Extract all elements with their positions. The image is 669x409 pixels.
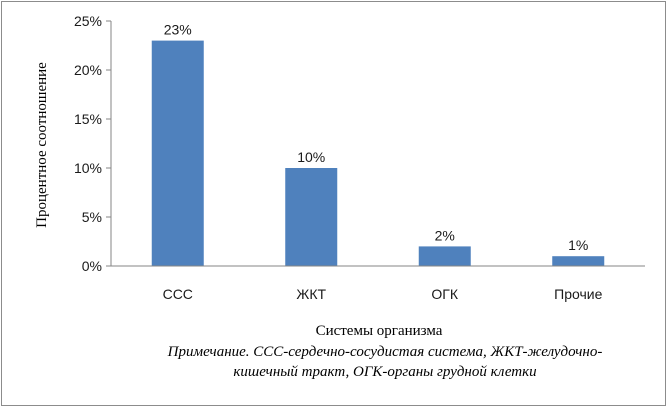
bar	[285, 168, 338, 266]
bars	[151, 40, 605, 266]
category-labels: ССС ЖКТ ОГК Прочие	[163, 286, 603, 302]
data-labels: 23% 10% 2% 1%	[164, 22, 589, 254]
category-label: ОГК	[431, 286, 458, 302]
data-label: 23%	[164, 22, 192, 38]
category-label: ССС	[163, 286, 193, 302]
chart-note: Примечание. ССС-сердечно-сосудистая сист…	[167, 344, 603, 380]
data-label: 10%	[297, 149, 325, 165]
bar	[552, 256, 605, 266]
bar	[418, 246, 471, 266]
data-label: 1%	[568, 237, 588, 253]
y-tick-label: 10%	[74, 160, 102, 176]
category-label: ЖКТ	[296, 286, 326, 302]
bar	[151, 40, 204, 266]
x-axis-title: Системы организма	[316, 323, 443, 339]
y-axis-ticks: 0% 5% 10% 15% 20% 25%	[74, 13, 111, 274]
y-tick-label: 5%	[82, 209, 102, 225]
y-tick-label: 25%	[74, 13, 102, 29]
y-tick-label: 0%	[82, 258, 102, 274]
category-label: Прочие	[554, 286, 602, 302]
data-label: 2%	[435, 227, 455, 243]
y-tick-label: 20%	[74, 62, 102, 78]
y-tick-label: 15%	[74, 111, 102, 127]
y-axis-title: Процентное соотношение	[34, 62, 50, 228]
